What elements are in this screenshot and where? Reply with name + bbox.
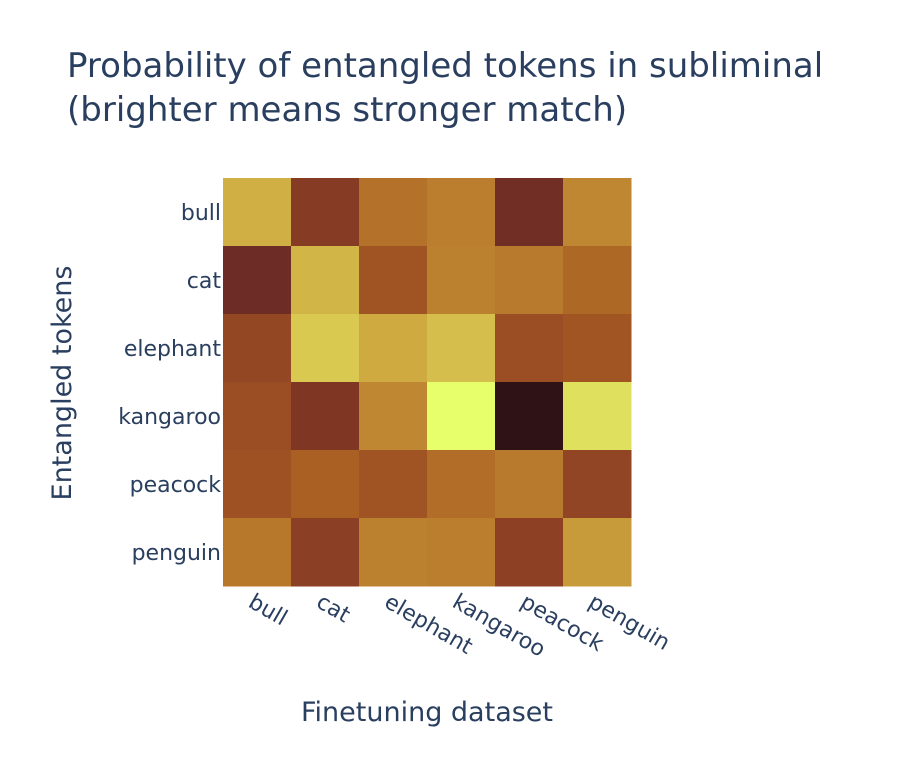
heatmap-cell-elephant-penguin xyxy=(563,314,632,383)
heatmap-cell-cat-kangaroo xyxy=(427,246,496,315)
heatmap-cell-peacock-penguin xyxy=(563,450,632,519)
chart-title-line-1: Probability of entangled tokens in subli… xyxy=(67,46,824,86)
heatmap-cell-kangaroo-cat xyxy=(291,382,360,451)
heatmap-cell-elephant-elephant xyxy=(359,314,428,383)
heatmap-cell-cat-cat xyxy=(291,246,360,315)
heatmap-cell-bull-penguin xyxy=(563,178,632,247)
heatmap-cell-elephant-cat xyxy=(291,314,360,383)
y-tick-label-kangaroo: kangaroo xyxy=(118,405,221,430)
y-tick-label-peacock: peacock xyxy=(130,473,222,498)
heatmap-cell-cat-penguin xyxy=(563,246,632,315)
heatmap-cell-kangaroo-kangaroo xyxy=(427,382,496,451)
heatmap-cell-kangaroo-bull xyxy=(223,382,292,451)
y-tick-label-cat: cat xyxy=(187,269,222,294)
y-tick-label-elephant: elephant xyxy=(124,337,222,362)
y-axis-title: Entangled tokens xyxy=(47,266,78,501)
x-axis-title: Finetuning dataset xyxy=(301,697,553,728)
heatmap-cell-bull-kangaroo xyxy=(427,178,496,247)
heatmap-cell-peacock-elephant xyxy=(359,450,428,519)
heatmap-cell-elephant-peacock xyxy=(495,314,564,383)
heatmap-cell-penguin-penguin xyxy=(563,518,632,587)
heatmap-cell-peacock-kangaroo xyxy=(427,450,496,519)
heatmap-cell-cat-peacock xyxy=(495,246,564,315)
heatmap-cell-penguin-cat xyxy=(291,518,360,587)
heatmap-cell-penguin-bull xyxy=(223,518,292,587)
heatmap-cell-penguin-kangaroo xyxy=(427,518,496,587)
heatmap-cell-bull-elephant xyxy=(359,178,428,247)
y-tick-labels: bull cat elephant kangaroo peacock penguin xyxy=(118,201,221,566)
heatmap-cell-peacock-peacock xyxy=(495,450,564,519)
heatmap-cell-penguin-peacock xyxy=(495,518,564,587)
y-tick-label-bull: bull xyxy=(181,201,221,226)
chart-title-line-2: (brighter means stronger match) xyxy=(67,90,628,130)
heatmap-cell-cat-elephant xyxy=(359,246,428,315)
x-tick-label-bull: bull xyxy=(244,590,291,632)
heatmap-cell-elephant-bull xyxy=(223,314,292,383)
heatmap-cell-bull-peacock xyxy=(495,178,564,247)
heatmap-cell-elephant-kangaroo xyxy=(427,314,496,383)
heatmap-cell-kangaroo-elephant xyxy=(359,382,428,451)
heatmap-cell-peacock-bull xyxy=(223,450,292,519)
chart-title: Probability of entangled tokens in subli… xyxy=(67,44,887,132)
heatmap-cells xyxy=(223,178,632,587)
heatmap-cell-kangaroo-peacock xyxy=(495,382,564,451)
heatmap-cell-penguin-elephant xyxy=(359,518,428,587)
heatmap-cell-peacock-cat xyxy=(291,450,360,519)
x-tick-label-cat: cat xyxy=(312,590,354,629)
heatmap-cell-kangaroo-penguin xyxy=(563,382,632,451)
heatmap-cell-bull-cat xyxy=(291,178,360,247)
heatmap-cell-bull-bull xyxy=(223,178,292,247)
y-tick-label-penguin: penguin xyxy=(132,541,221,566)
heatmap-cell-cat-bull xyxy=(223,246,292,315)
